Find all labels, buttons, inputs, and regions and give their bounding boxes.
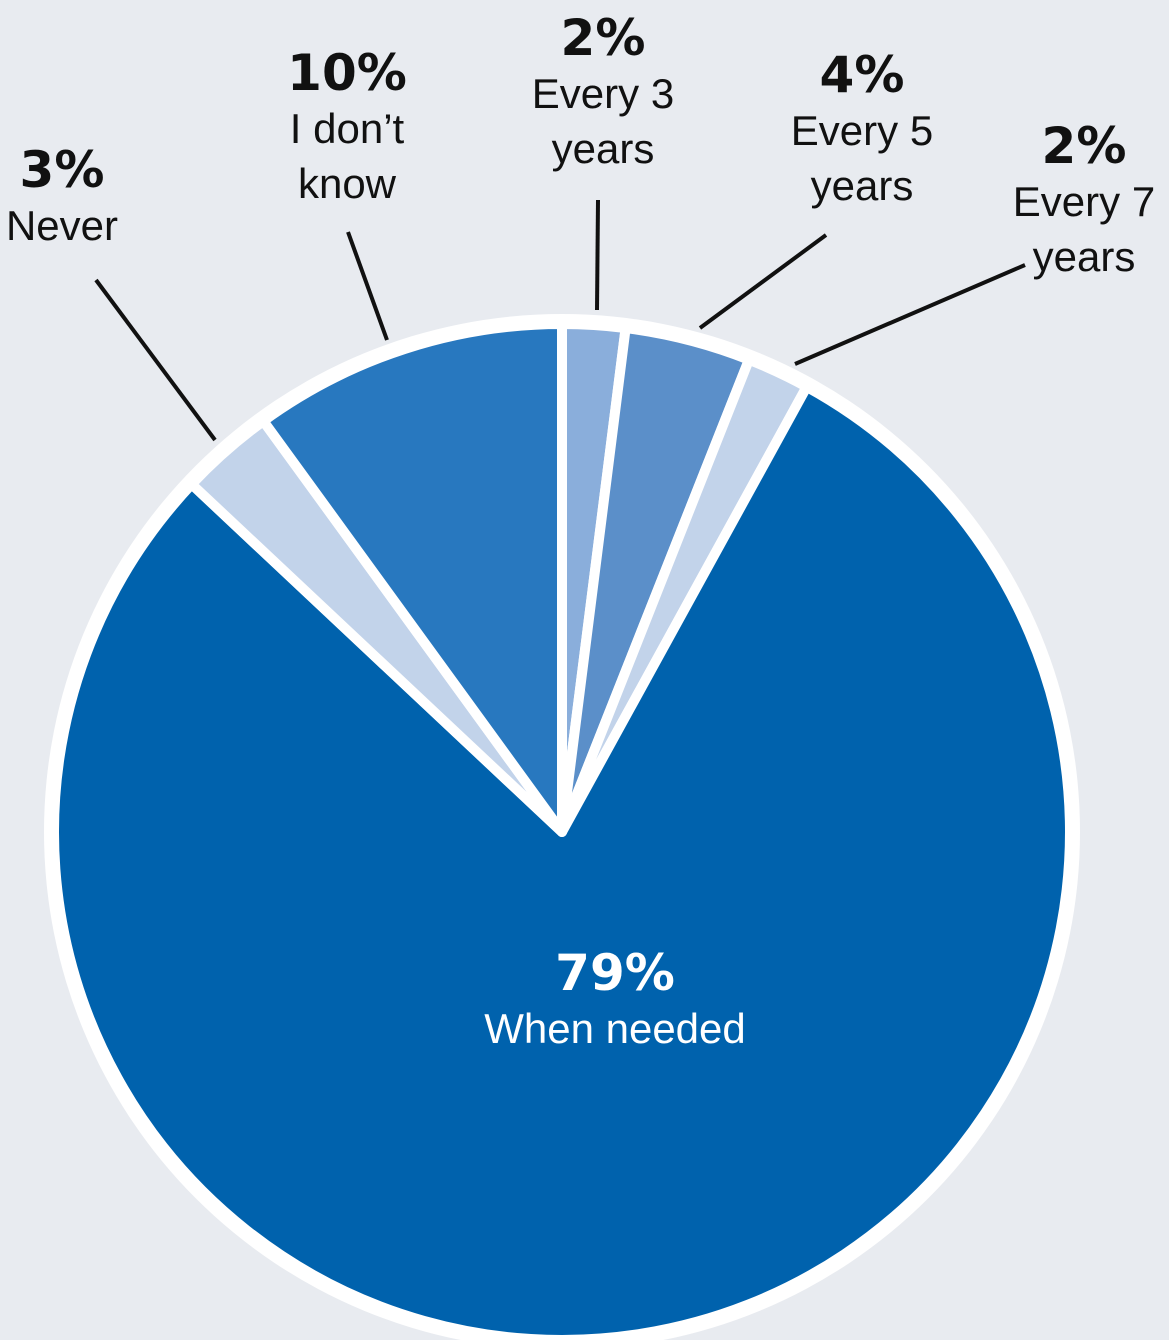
category-label-dont-know: know bbox=[298, 160, 397, 207]
leader-line-every3 bbox=[595, 199, 600, 311]
category-label-every7: years bbox=[1033, 233, 1136, 280]
pie-slices bbox=[49, 319, 1075, 1340]
percent-label-never: 3% bbox=[20, 141, 105, 199]
leader-line-every5 bbox=[698, 233, 828, 330]
category-label-dont-know: I don’t bbox=[290, 105, 405, 152]
category-label-never: Never bbox=[6, 202, 118, 249]
category-label-every3: Every 3 bbox=[532, 70, 674, 117]
category-label-every3: years bbox=[552, 125, 655, 172]
pie-slice-when-needed bbox=[49, 381, 1075, 1340]
percent-label-every3: 2% bbox=[561, 9, 646, 67]
pie-slice-dont-know bbox=[258, 319, 567, 837]
leader-line-every7 bbox=[794, 263, 1026, 366]
category-label-when-needed: When needed bbox=[484, 1005, 746, 1052]
percent-label-every5: 4% bbox=[820, 46, 905, 104]
category-label-every5: Every 5 bbox=[791, 107, 933, 154]
category-label-every7: Every 7 bbox=[1013, 178, 1155, 225]
leader-lines bbox=[94, 199, 1026, 442]
percent-label-when-needed: 79% bbox=[555, 944, 675, 1002]
percent-label-every7: 2% bbox=[1042, 117, 1127, 175]
category-label-every5: years bbox=[811, 162, 914, 209]
percent-label-dont-know: 10% bbox=[287, 44, 407, 102]
leader-line-never bbox=[94, 278, 217, 442]
leader-line-dont-know bbox=[346, 231, 389, 341]
